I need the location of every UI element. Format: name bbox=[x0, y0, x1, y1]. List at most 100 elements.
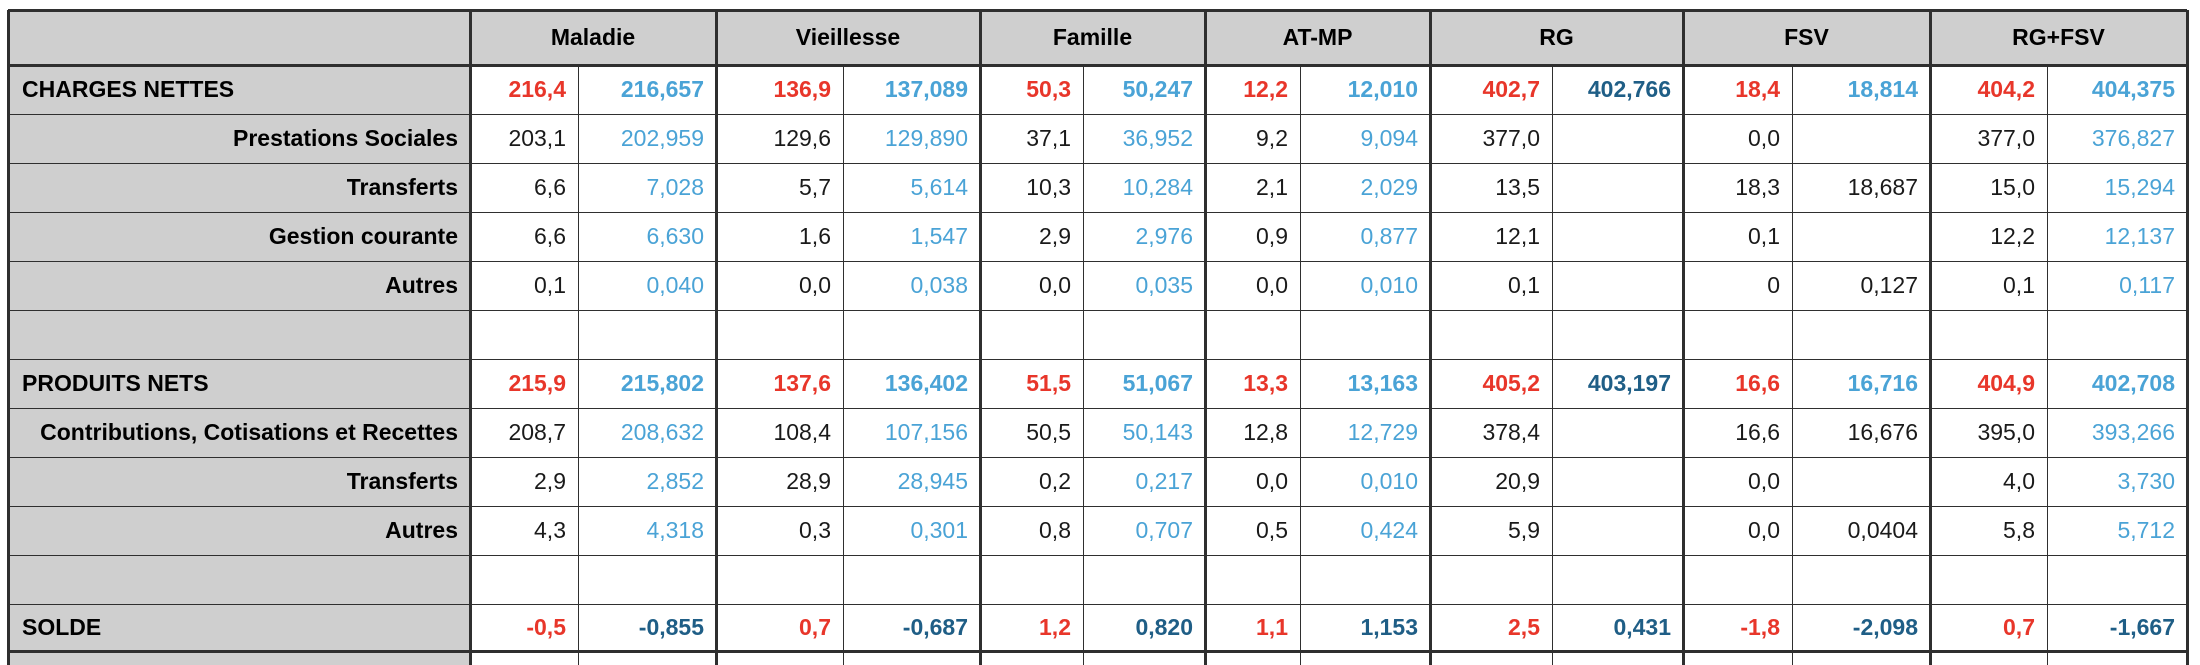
data-cell[interactable]: 2,5 bbox=[1508, 614, 1540, 640]
data-cell[interactable]: 108,4 bbox=[773, 419, 831, 445]
data-cell[interactable]: 0,877 bbox=[1360, 223, 1418, 249]
empty-label-cell[interactable] bbox=[8, 555, 470, 604]
data-cell[interactable]: 0,5 bbox=[1256, 517, 1288, 543]
data-cell[interactable]: 0,301 bbox=[910, 517, 968, 543]
data-cell[interactable]: 9,2 bbox=[1256, 125, 1288, 151]
data-cell[interactable]: 0,424 bbox=[1360, 517, 1418, 543]
data-cell[interactable] bbox=[1552, 408, 1683, 457]
data-cell[interactable]: 16,716 bbox=[1847, 370, 1918, 396]
data-cell[interactable]: 403,197 bbox=[1587, 370, 1671, 396]
row-label[interactable]: Autres bbox=[385, 272, 458, 298]
data-cell[interactable]: 0,0 bbox=[799, 272, 831, 298]
data-cell[interactable]: 16,676 bbox=[1847, 419, 1918, 445]
data-cell[interactable]: 107,156 bbox=[884, 419, 968, 445]
data-cell[interactable]: 0,2 bbox=[1039, 468, 1071, 494]
data-cell[interactable]: 1,547 bbox=[910, 223, 968, 249]
data-cell[interactable]: 404,9 bbox=[1977, 370, 2035, 396]
data-cell[interactable]: -0,5 bbox=[526, 614, 566, 640]
data-cell[interactable] bbox=[1552, 457, 1683, 506]
data-cell[interactable]: 203,1 bbox=[508, 125, 566, 151]
data-cell[interactable] bbox=[1792, 114, 1930, 163]
data-cell[interactable]: 0,038 bbox=[910, 272, 968, 298]
data-cell[interactable]: 13,163 bbox=[1347, 370, 1418, 396]
data-cell[interactable]: 136,402 bbox=[884, 370, 968, 396]
data-cell[interactable]: 50,143 bbox=[1122, 419, 1193, 445]
data-cell[interactable]: 12,2 bbox=[1990, 223, 2035, 249]
data-cell[interactable]: 12,729 bbox=[1347, 419, 1418, 445]
data-cell[interactable]: 5,7 bbox=[799, 174, 831, 200]
data-cell[interactable]: 0,707 bbox=[1135, 517, 1193, 543]
data-cell[interactable] bbox=[1552, 163, 1683, 212]
data-cell[interactable] bbox=[1792, 457, 1930, 506]
column-header-rg[interactable]: RG bbox=[1539, 24, 1574, 50]
data-cell[interactable]: 129,6 bbox=[773, 125, 831, 151]
data-cell[interactable]: 18,814 bbox=[1847, 76, 1918, 102]
data-cell[interactable]: 4,318 bbox=[646, 517, 704, 543]
data-cell[interactable]: 1,2 bbox=[1039, 614, 1071, 640]
column-header-rg-fsv[interactable]: RG+FSV bbox=[2012, 24, 2105, 50]
data-cell[interactable] bbox=[1792, 212, 1930, 261]
data-cell[interactable] bbox=[1552, 506, 1683, 555]
data-cell[interactable]: 13,3 bbox=[1243, 370, 1288, 396]
row-label[interactable]: Gestion courante bbox=[268, 223, 458, 249]
data-cell[interactable]: 2,9 bbox=[534, 468, 566, 494]
data-cell[interactable]: 0 bbox=[1767, 272, 1780, 298]
data-cell[interactable]: 12,010 bbox=[1347, 76, 1418, 102]
data-cell[interactable]: 215,802 bbox=[620, 370, 704, 396]
data-cell[interactable]: 28,9 bbox=[786, 468, 831, 494]
data-cell[interactable]: 15,294 bbox=[2104, 174, 2175, 200]
data-cell[interactable]: 395,0 bbox=[1977, 419, 2035, 445]
data-cell[interactable]: 0,1 bbox=[1748, 223, 1780, 249]
column-header-fsv[interactable]: FSV bbox=[1784, 24, 1829, 50]
data-cell[interactable]: 137,6 bbox=[773, 370, 831, 396]
data-cell[interactable]: 0,0 bbox=[1256, 468, 1288, 494]
row-label[interactable]: CHARGES NETTES bbox=[22, 76, 235, 102]
data-cell[interactable]: 9,094 bbox=[1360, 125, 1418, 151]
data-cell[interactable]: -0,855 bbox=[638, 614, 704, 640]
data-cell[interactable]: 4,0 bbox=[2003, 468, 2035, 494]
data-cell[interactable]: 36,952 bbox=[1122, 125, 1193, 151]
data-cell[interactable]: 378,4 bbox=[1482, 419, 1540, 445]
data-cell[interactable]: 0,010 bbox=[1360, 468, 1418, 494]
data-cell[interactable]: 6,6 bbox=[534, 174, 566, 200]
data-cell[interactable]: 0,820 bbox=[1135, 614, 1193, 640]
data-cell[interactable]: 0,0 bbox=[1748, 468, 1780, 494]
data-cell[interactable]: 13,5 bbox=[1495, 174, 1540, 200]
data-cell[interactable]: 0,117 bbox=[2119, 272, 2175, 298]
data-cell[interactable]: 0,1 bbox=[534, 272, 566, 298]
data-cell[interactable]: 0,8 bbox=[1039, 517, 1071, 543]
row-label[interactable]: SOLDE bbox=[22, 614, 102, 640]
data-cell[interactable]: 202,959 bbox=[620, 125, 704, 151]
data-cell[interactable]: 402,766 bbox=[1587, 76, 1671, 102]
empty-label-cell[interactable] bbox=[8, 310, 470, 359]
data-cell[interactable]: -1,667 bbox=[2109, 614, 2175, 640]
data-cell[interactable]: 0,9 bbox=[1256, 223, 1288, 249]
data-cell[interactable]: 0,7 bbox=[2003, 614, 2035, 640]
data-cell[interactable]: 0,7 bbox=[799, 614, 831, 640]
row-label[interactable]: PRODUITS NETS bbox=[22, 370, 209, 396]
data-cell[interactable]: 0,431 bbox=[1613, 614, 1671, 640]
data-cell[interactable]: 18,3 bbox=[1735, 174, 1780, 200]
data-cell[interactable]: 216,657 bbox=[620, 76, 704, 102]
column-header-maladie[interactable]: Maladie bbox=[550, 24, 636, 50]
data-cell[interactable]: 3,730 bbox=[2117, 468, 2175, 494]
data-cell[interactable]: 377,0 bbox=[1977, 125, 2035, 151]
data-cell[interactable]: 0,127 bbox=[1860, 272, 1918, 298]
data-cell[interactable]: 12,1 bbox=[1495, 223, 1540, 249]
data-cell[interactable]: 136,9 bbox=[773, 76, 831, 102]
data-cell[interactable]: 402,708 bbox=[2091, 370, 2175, 396]
data-cell[interactable]: 37,1 bbox=[1026, 125, 1071, 151]
data-cell[interactable]: 28,945 bbox=[897, 468, 968, 494]
data-cell[interactable]: 0,010 bbox=[1360, 272, 1418, 298]
data-cell[interactable]: 7,028 bbox=[646, 174, 704, 200]
data-cell[interactable]: 404,2 bbox=[1977, 76, 2035, 102]
data-cell[interactable]: 4,3 bbox=[534, 517, 566, 543]
data-cell[interactable]: 404,375 bbox=[2091, 76, 2175, 102]
row-label[interactable]: Autres bbox=[385, 517, 458, 543]
column-header-famille[interactable]: Famille bbox=[1052, 24, 1133, 50]
data-cell[interactable]: 10,284 bbox=[1122, 174, 1193, 200]
data-cell[interactable]: 1,1 bbox=[1256, 614, 1288, 640]
data-cell[interactable] bbox=[1552, 114, 1683, 163]
data-cell[interactable]: 10,3 bbox=[1026, 174, 1071, 200]
row-label[interactable]: Transferts bbox=[346, 174, 458, 200]
